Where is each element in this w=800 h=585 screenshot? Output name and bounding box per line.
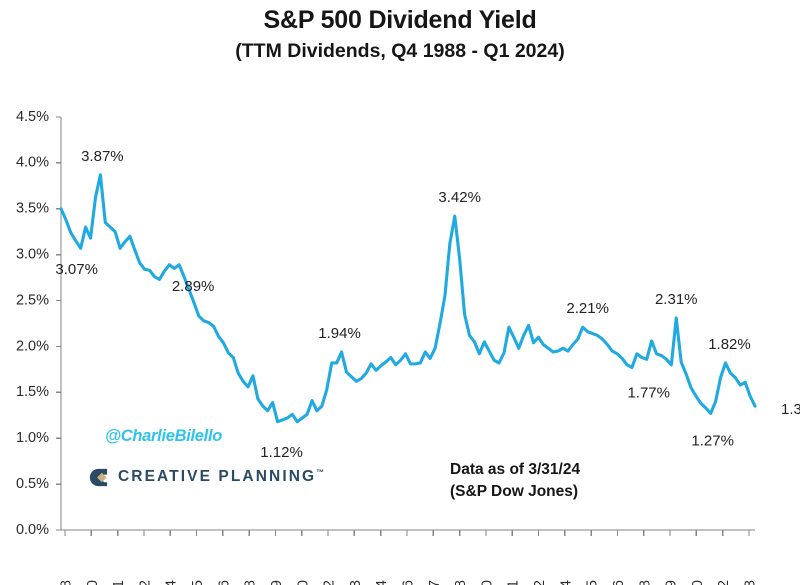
y-axis-tick-label: 1.0% bbox=[16, 430, 49, 446]
title-block: S&P 500 Dividend Yield (TTM Dividends, Q… bbox=[0, 6, 800, 63]
y-axis-tick-label: 2.0% bbox=[16, 338, 49, 354]
x-axis-tick-label: 2008 bbox=[453, 580, 469, 585]
y-axis-tick-label: 3.0% bbox=[16, 246, 49, 262]
x-axis-tick-label: 2004 bbox=[374, 580, 390, 585]
source-note: Data as of 3/31/24 (S&P Dow Jones) bbox=[450, 459, 580, 503]
data-point-label: 1.27% bbox=[691, 432, 734, 449]
x-axis-tick-label: 1990 bbox=[85, 580, 101, 585]
x-axis-tick-label: 2019 bbox=[664, 580, 680, 585]
x-axis-tick-label: 2016 bbox=[611, 580, 627, 585]
data-point-label: 1.77% bbox=[627, 385, 670, 402]
x-axis-tick-label: 2018 bbox=[637, 580, 653, 585]
x-axis-tick-label: 2011 bbox=[506, 580, 522, 585]
x-axis-tick-label: 2012 bbox=[532, 580, 548, 585]
x-axis-tick-label: 2006 bbox=[401, 580, 417, 585]
dividend-yield-series bbox=[59, 173, 757, 424]
logo-trademark: ™ bbox=[316, 468, 325, 478]
x-axis-tick-label: 1991 bbox=[111, 580, 127, 585]
y-axis-tick-label: 0.5% bbox=[16, 476, 49, 492]
x-axis-tick-label: 2010 bbox=[479, 580, 495, 585]
x-axis-tick-group: 1988 1990 1991 1992 1994 1995 1996 1998 1999 2000… bbox=[59, 530, 759, 585]
data-point-label: 2.21% bbox=[566, 300, 609, 317]
x-axis-tick-label: 1996 bbox=[216, 580, 232, 585]
y-axis-tick-group: 0.0% 0.5% 1.0% 1.5% 2.0% 2.5% 3.0% 3.5% 4.0% 4.5% bbox=[16, 109, 61, 538]
data-label-group: 3.07% 3.87% 2.89% 1.12% 1.94% 3.42% 1.77% 2.21%… bbox=[55, 148, 800, 461]
x-axis-tick-label: 1995 bbox=[190, 580, 206, 585]
page-title: S&P 500 Dividend Yield bbox=[263, 6, 537, 34]
y-axis-tick-label: 4.0% bbox=[16, 155, 49, 171]
creative-planning-c-icon bbox=[89, 468, 108, 487]
x-axis-tick-label: 2022 bbox=[716, 580, 732, 585]
data-point-label: 2.31% bbox=[655, 291, 698, 308]
y-axis-tick-label: 3.5% bbox=[16, 201, 49, 217]
x-axis-tick-label: 2003 bbox=[348, 580, 364, 585]
data-point-label: 3.42% bbox=[438, 189, 481, 206]
x-axis-tick-label: 2023 bbox=[743, 580, 759, 585]
data-point-label: 1.94% bbox=[318, 325, 361, 342]
x-axis-tick-label: 2020 bbox=[690, 580, 706, 585]
x-axis-tick-label: 1998 bbox=[243, 580, 259, 585]
y-axis-tick-label: 4.5% bbox=[16, 109, 49, 125]
y-axis-tick-label: 2.5% bbox=[16, 292, 49, 308]
logo-wordmark-text: CREATIVE PLANNING bbox=[118, 468, 317, 486]
x-axis-tick-label: 2002 bbox=[322, 580, 338, 585]
x-axis-tick-label: 1992 bbox=[137, 580, 153, 585]
x-axis-tick-label: 2000 bbox=[295, 580, 311, 585]
data-point-label: 1.82% bbox=[708, 336, 751, 353]
x-axis-tick-label: 1988 bbox=[59, 580, 75, 585]
x-axis-tick-label: 2014 bbox=[558, 580, 574, 585]
y-axis-tick-label: 1.5% bbox=[16, 384, 49, 400]
x-axis-tick-label: 2015 bbox=[585, 580, 601, 585]
creative-planning-logo: CREATIVE PLANNING™ bbox=[86, 466, 324, 489]
source-note-line1: Data as of 3/31/24 bbox=[450, 461, 581, 478]
logo-wordmark: CREATIVE PLANNING™ bbox=[118, 468, 324, 486]
data-point-label: 2.89% bbox=[172, 278, 215, 295]
data-point-label: 1.35% bbox=[781, 401, 800, 418]
chart-subtitle: (TTM Dividends, Q4 1988 - Q1 2024) bbox=[235, 39, 565, 62]
data-point-label: 1.12% bbox=[260, 444, 303, 461]
watermark-handle: @CharlieBilello bbox=[105, 427, 223, 445]
data-point-label: 3.87% bbox=[81, 148, 124, 165]
source-note-line2: (S&P Dow Jones) bbox=[450, 483, 579, 500]
x-axis-tick-label: 1994 bbox=[164, 580, 180, 585]
x-axis-tick-label: 1999 bbox=[269, 580, 285, 585]
x-axis-tick-label: 2007 bbox=[427, 580, 443, 585]
data-point-label: 3.07% bbox=[55, 261, 98, 278]
y-axis-tick-label: 0.0% bbox=[16, 522, 49, 538]
